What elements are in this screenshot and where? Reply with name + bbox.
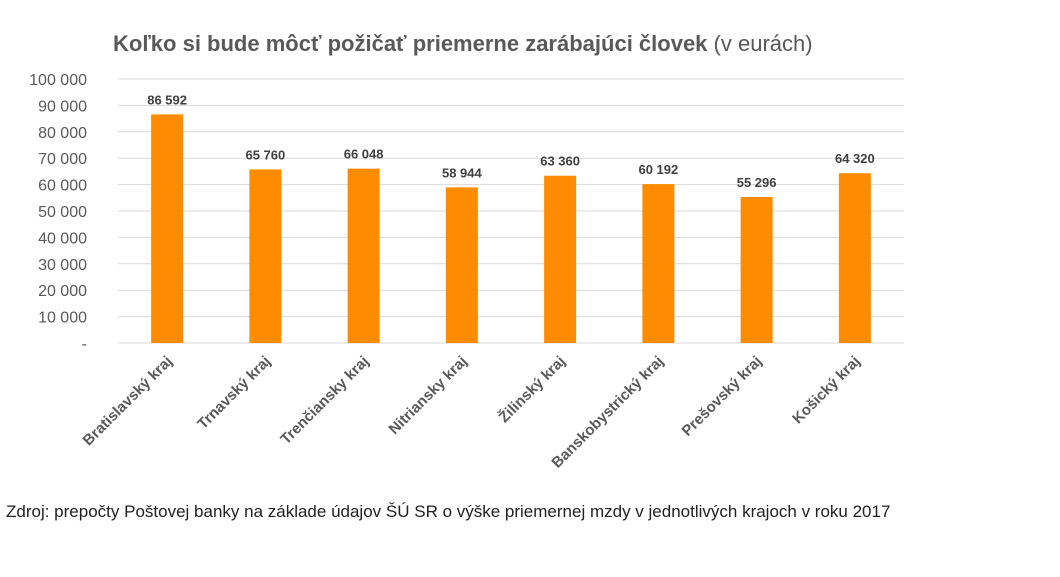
bar-chart: Koľko si bude môcť požičať priemerne zar… bbox=[29, 31, 904, 472]
bar bbox=[249, 169, 282, 343]
y-tick-label: 50 000 bbox=[38, 204, 87, 221]
data-labels: 86 592 65 760 66 048 58 944 63 360 60 192 55 2… bbox=[147, 92, 875, 190]
source-note: Zdroj: prepočty Poštovej banky na základ… bbox=[6, 502, 891, 521]
y-tick-label: 20 000 bbox=[38, 283, 87, 300]
gridlines bbox=[118, 78, 904, 344]
x-tick-label: Trnavský kraj bbox=[194, 353, 274, 433]
bar bbox=[838, 173, 871, 343]
bar bbox=[740, 197, 773, 343]
data-label: 65 760 bbox=[245, 147, 285, 162]
y-tick-label: 30 000 bbox=[38, 257, 87, 274]
y-tick-label: 10 000 bbox=[38, 310, 87, 327]
y-tick-label: 40 000 bbox=[38, 230, 87, 247]
bar bbox=[151, 114, 184, 343]
bar bbox=[445, 187, 478, 343]
y-axis-ticks: - 10 000 20 000 30 000 40 000 50 000 60 000 70 … bbox=[29, 72, 87, 353]
y-tick-label: 60 000 bbox=[38, 178, 87, 195]
x-tick-label: Trenčiansky kraj bbox=[277, 353, 372, 448]
data-label: 64 320 bbox=[835, 151, 875, 166]
x-tick-label: Prešovský kraj bbox=[679, 353, 766, 440]
y-tick-label: 80 000 bbox=[38, 125, 87, 142]
data-label: 66 048 bbox=[344, 147, 384, 162]
y-tick-label: 90 000 bbox=[38, 98, 87, 115]
y-tick-label: 70 000 bbox=[38, 151, 87, 168]
bar bbox=[642, 184, 675, 343]
y-tick-label: - bbox=[82, 336, 87, 353]
data-label: 63 360 bbox=[540, 154, 580, 169]
x-tick-label: Bratislavský kraj bbox=[80, 353, 176, 449]
data-label: 55 296 bbox=[737, 175, 777, 190]
x-tick-label: Košický kraj bbox=[789, 353, 864, 428]
data-label: 86 592 bbox=[147, 92, 187, 107]
chart-title: Koľko si bude môcť požičať priemerne zar… bbox=[113, 31, 813, 56]
x-tick-label: Banskobystrický kraj bbox=[548, 353, 667, 472]
bar bbox=[544, 175, 577, 343]
data-label: 58 944 bbox=[442, 165, 483, 180]
bars bbox=[151, 114, 871, 343]
bar bbox=[347, 168, 380, 343]
y-tick-label: 100 000 bbox=[29, 72, 87, 89]
x-tick-label: Nitriansky kraj bbox=[386, 353, 471, 438]
x-tick-label: Žilinský kraj bbox=[495, 352, 569, 426]
chart-title-unit: (v eurách) bbox=[714, 31, 813, 56]
x-axis-ticks: Bratislavský kraj Trnavský kraj Trenčiansk… bbox=[80, 352, 864, 471]
chart-title-main: Koľko si bude môcť požičať priemerne zar… bbox=[113, 31, 708, 56]
data-label: 60 192 bbox=[638, 162, 678, 177]
